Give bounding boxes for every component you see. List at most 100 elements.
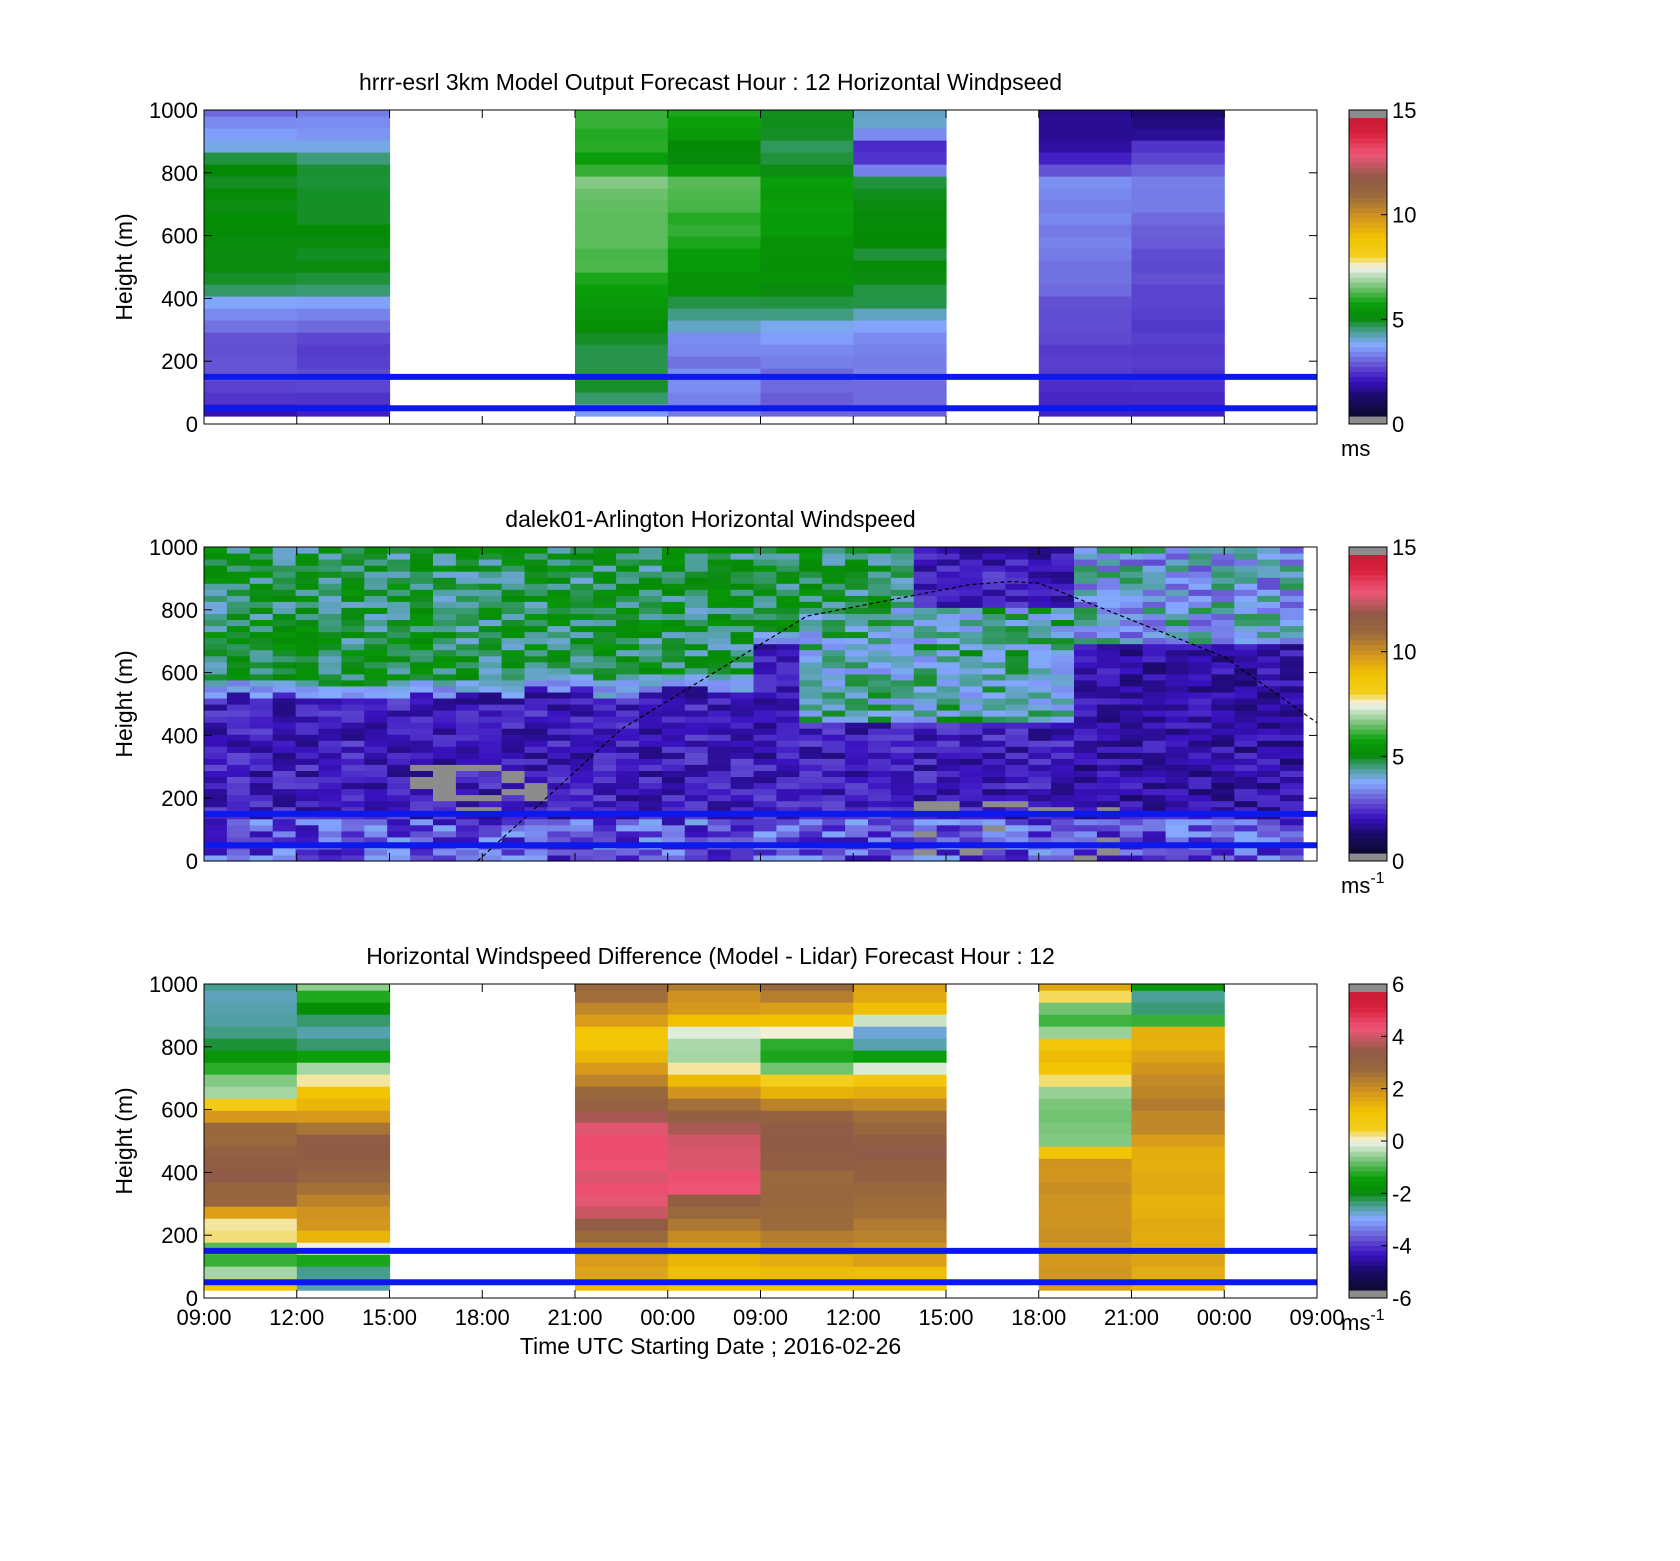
heatmap-cell bbox=[593, 746, 617, 753]
heatmap-cell bbox=[822, 685, 846, 693]
heatmap-cell bbox=[1096, 619, 1121, 627]
heatmap-cell bbox=[707, 758, 732, 765]
heatmap-cell bbox=[1074, 679, 1098, 687]
heatmap-cell bbox=[501, 710, 526, 717]
heatmap-cell bbox=[868, 830, 892, 838]
heatmap-cell bbox=[1257, 685, 1281, 693]
heatmap-cell bbox=[226, 691, 251, 699]
heatmap-cell bbox=[1096, 800, 1121, 808]
heatmap-cell bbox=[684, 667, 709, 675]
heatmap-cell bbox=[1096, 722, 1121, 729]
heatmap-cell bbox=[799, 710, 823, 717]
heatmap-cell bbox=[667, 248, 762, 261]
heatmap-cell bbox=[1005, 698, 1029, 705]
heatmap-cell bbox=[1280, 547, 1304, 554]
heatmap-cell bbox=[661, 667, 686, 675]
heatmap-cell bbox=[913, 818, 938, 826]
heatmap-cell bbox=[890, 728, 915, 735]
heatmap-cell bbox=[707, 848, 732, 856]
heatmap-cell bbox=[1257, 649, 1281, 657]
heatmap-cell bbox=[1074, 619, 1098, 627]
heatmap-cell bbox=[959, 559, 984, 566]
colorbar-step bbox=[1349, 157, 1387, 164]
heatmap-cell bbox=[341, 559, 365, 566]
heatmap-cell bbox=[410, 752, 434, 759]
heatmap-cell bbox=[639, 589, 663, 596]
heatmap-cell bbox=[890, 818, 915, 826]
heatmap-cell bbox=[890, 830, 915, 838]
heatmap-cell bbox=[1028, 848, 1052, 856]
heatmap-cell bbox=[661, 607, 686, 614]
heatmap-cell bbox=[822, 800, 846, 808]
heatmap-cell bbox=[1234, 643, 1258, 651]
heatmap-cell bbox=[524, 818, 548, 826]
heatmap-cell bbox=[318, 649, 342, 657]
heatmap-cell bbox=[1257, 595, 1281, 602]
heatmap-cell bbox=[890, 619, 915, 627]
heatmap-cell bbox=[753, 824, 777, 832]
heatmap-cell bbox=[1142, 649, 1167, 657]
heatmap-cell bbox=[707, 782, 732, 790]
heatmap-cell bbox=[410, 547, 434, 554]
heatmap-cell bbox=[853, 1002, 947, 1015]
heatmap-cell bbox=[1165, 752, 1190, 759]
heatmap-cell bbox=[1188, 649, 1212, 657]
heatmap-cell bbox=[455, 565, 480, 572]
heatmap-cell bbox=[1280, 740, 1304, 747]
heatmap-cell bbox=[639, 625, 663, 633]
heatmap-cell bbox=[478, 625, 503, 633]
heatmap-cell bbox=[868, 673, 892, 681]
heatmap-cell bbox=[547, 649, 571, 657]
heatmap-cell bbox=[1096, 710, 1121, 717]
heatmap-cell bbox=[853, 320, 947, 333]
heatmap-cell bbox=[204, 782, 228, 790]
heatmap-cell bbox=[364, 553, 388, 560]
colorbar-step bbox=[1349, 619, 1387, 626]
heatmap-cell bbox=[524, 547, 548, 554]
heatmap-cell bbox=[959, 631, 984, 639]
heatmap-cell bbox=[616, 824, 640, 832]
heatmap-cell bbox=[1028, 836, 1052, 844]
heatmap-cell bbox=[433, 740, 457, 747]
heatmap-cell bbox=[1188, 619, 1212, 627]
heatmap-cell bbox=[661, 752, 686, 759]
heatmap-cell bbox=[760, 380, 854, 393]
heatmap-cell bbox=[760, 116, 854, 129]
heatmap-cell bbox=[204, 716, 228, 723]
heatmap-cell bbox=[204, 1002, 298, 1015]
heatmap-cell bbox=[661, 776, 686, 784]
heatmap-cell bbox=[959, 855, 984, 862]
heatmap-cell bbox=[1005, 830, 1029, 838]
heatmap-cell bbox=[936, 794, 961, 802]
heatmap-cell bbox=[478, 553, 503, 560]
heatmap-cell bbox=[1280, 758, 1304, 765]
heatmap-cell bbox=[1257, 734, 1281, 741]
heatmap-cell bbox=[570, 595, 594, 602]
heatmap-cell bbox=[730, 800, 755, 808]
colorbar-step bbox=[1349, 361, 1387, 367]
heatmap-cell bbox=[364, 547, 388, 554]
heatmap-cell bbox=[1131, 1218, 1225, 1231]
heatmap-cell bbox=[226, 830, 251, 838]
heatmap-cell bbox=[1096, 655, 1121, 663]
heatmap-cell bbox=[364, 776, 388, 784]
heatmap-cell bbox=[913, 806, 938, 814]
heatmap-cell bbox=[501, 782, 526, 790]
heatmap-cell bbox=[341, 782, 365, 790]
heatmap-cell bbox=[570, 649, 594, 657]
heatmap-cell bbox=[1142, 788, 1167, 796]
colorbar-step bbox=[1349, 1160, 1387, 1167]
heatmap-cell bbox=[1096, 631, 1121, 639]
heatmap-cell bbox=[959, 589, 984, 596]
colorbar-step bbox=[1349, 272, 1387, 278]
heatmap-cell bbox=[1119, 734, 1144, 741]
heatmap-cell bbox=[868, 698, 892, 705]
heatmap-cell bbox=[478, 619, 503, 627]
colorbar-tick-label: -6 bbox=[1392, 1286, 1412, 1311]
colorbar-step bbox=[1349, 1086, 1387, 1092]
heatmap-cell bbox=[387, 649, 411, 657]
heatmap-cell bbox=[776, 685, 800, 693]
heatmap-cell bbox=[1234, 565, 1258, 572]
heatmap-cell bbox=[1142, 667, 1167, 675]
heatmap-cell bbox=[226, 764, 251, 771]
